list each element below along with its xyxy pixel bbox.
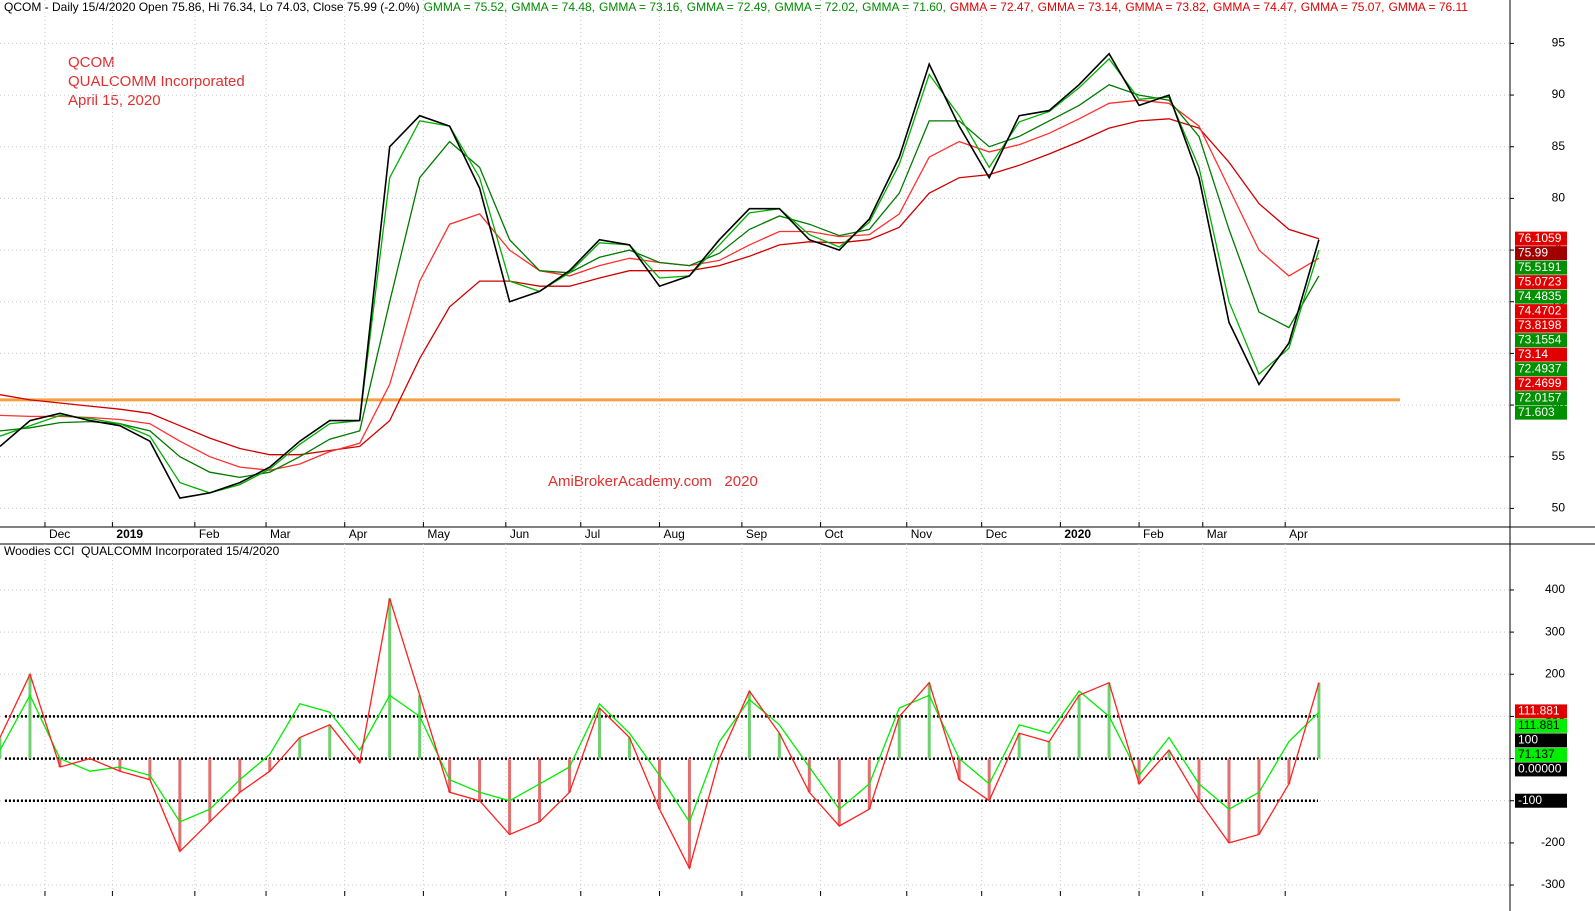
series-line	[0, 690, 1320, 824]
value-tag-label: 73.14	[1518, 347, 1548, 361]
value-tag-label: 73.8198	[1518, 318, 1562, 332]
y-tick-label: -300	[1541, 877, 1565, 891]
x-tick-label: Sep	[746, 527, 768, 541]
series-line	[0, 598, 1320, 870]
x-tick-label: Mar	[1207, 527, 1228, 541]
value-tag-label: 71.137	[1518, 747, 1555, 761]
x-tick-label: 2019	[116, 527, 143, 541]
series-line	[0, 52, 1320, 499]
y-tick-label: 300	[1545, 624, 1565, 638]
value-tag	[1515, 376, 1567, 391]
header-item: GMMA = 74.47,	[1213, 0, 1297, 14]
series-line	[0, 118, 1320, 456]
x-tick-label: Aug	[663, 527, 684, 541]
y-tick-label: 200	[1545, 666, 1565, 680]
value-tag-label: 75.0723	[1518, 274, 1562, 288]
value-tag	[1515, 246, 1567, 261]
header-item: GMMA = 73.16,	[599, 0, 683, 14]
y-tick-label: 400	[1545, 582, 1565, 596]
x-tick-label: Dec	[986, 527, 1007, 541]
value-tag	[1515, 289, 1567, 304]
y-tick-label: 50	[1552, 501, 1566, 515]
x-tick-label: Dec	[49, 527, 70, 541]
value-tag-label: 75.5191	[1518, 260, 1562, 274]
annotation: QUALCOMM Incorporated	[68, 73, 245, 90]
value-tag	[1515, 718, 1567, 733]
y-tick-label: 85	[1552, 139, 1566, 153]
y-tick-label: -200	[1541, 835, 1565, 849]
value-tag	[1515, 333, 1567, 348]
header-item: GMMA = 75.52,	[424, 0, 508, 14]
value-tag-label: 111.881	[1518, 704, 1560, 718]
value-tag-label: 71.603	[1518, 405, 1555, 419]
value-tag	[1515, 318, 1567, 333]
x-tick-label: Apr	[1289, 527, 1308, 541]
value-tag	[1515, 275, 1567, 290]
y-tick-label: 95	[1552, 36, 1566, 50]
value-tag-label: 72.4937	[1518, 361, 1562, 375]
value-tag-label: 72.0157	[1518, 390, 1562, 404]
value-tag	[1515, 391, 1567, 406]
header-item: GMMA = 72.02,	[774, 0, 858, 14]
x-tick-label: Feb	[199, 527, 220, 541]
x-tick-label: Oct	[825, 527, 844, 541]
value-tag-label: -100	[1518, 793, 1542, 807]
value-tag	[1515, 733, 1567, 748]
x-tick-label: 2020	[1064, 527, 1091, 541]
header-item: GMMA = 72.49,	[687, 0, 771, 14]
value-tag-label: 75.99	[1518, 245, 1548, 259]
header-item: GMMA = 76.11	[1388, 0, 1468, 14]
value-tag	[1515, 747, 1567, 762]
watermark: AmiBrokerAcademy.com 2020	[548, 473, 758, 490]
header: QCOM - Daily 15/4/2020 Open 75.86, Hi 76…	[4, 0, 1468, 14]
value-tag-label: 76.1059	[1518, 231, 1562, 245]
value-tag	[1515, 362, 1567, 377]
value-tag-label: 74.4835	[1518, 289, 1562, 303]
value-tag	[1515, 793, 1567, 808]
value-tag	[1515, 762, 1567, 777]
x-tick-label: Apr	[349, 527, 368, 541]
value-tag-label: 0.00000	[1518, 762, 1562, 776]
header-item: GMMA = 72.47,	[950, 0, 1034, 14]
annotation: QCOM	[68, 54, 115, 71]
value-tag-label: 100	[1518, 733, 1538, 747]
value-tag	[1515, 231, 1567, 246]
value-tag-label: 74.4702	[1518, 303, 1562, 317]
value-tag	[1515, 704, 1567, 719]
indicator-title: Woodies CCI QUALCOMM Incorporated 15/4/2…	[4, 544, 280, 558]
x-tick-label: Jul	[585, 527, 600, 541]
value-tag	[1515, 347, 1567, 362]
y-tick-label: 80	[1552, 191, 1566, 205]
value-tag-label: 111.881	[1518, 718, 1560, 732]
header-item: GMMA = 71.60,	[862, 0, 946, 14]
value-tag-label: 73.1554	[1518, 332, 1562, 346]
value-tag	[1515, 260, 1567, 275]
header-item: GMMA = 73.14,	[1038, 0, 1122, 14]
x-tick-label: Jun	[510, 527, 529, 541]
value-tag-label: 72.4699	[1518, 376, 1562, 390]
x-tick-label: Feb	[1143, 527, 1164, 541]
x-tick-label: May	[427, 527, 450, 541]
series-line	[0, 83, 1320, 479]
header-item: GMMA = 75.07,	[1301, 0, 1385, 14]
y-tick-label: 55	[1552, 449, 1566, 463]
value-tag	[1515, 405, 1567, 420]
x-tick-label: Mar	[270, 527, 291, 541]
annotation: April 15, 2020	[68, 92, 161, 109]
y-tick-label: 90	[1552, 87, 1566, 101]
value-tag	[1515, 304, 1567, 319]
header-item: QCOM - Daily 15/4/2020 Open 75.86, Hi 76…	[4, 0, 420, 14]
header-item: GMMA = 73.82,	[1125, 0, 1209, 14]
x-tick-label: Nov	[911, 527, 932, 541]
header-item: GMMA = 74.48,	[511, 0, 595, 14]
